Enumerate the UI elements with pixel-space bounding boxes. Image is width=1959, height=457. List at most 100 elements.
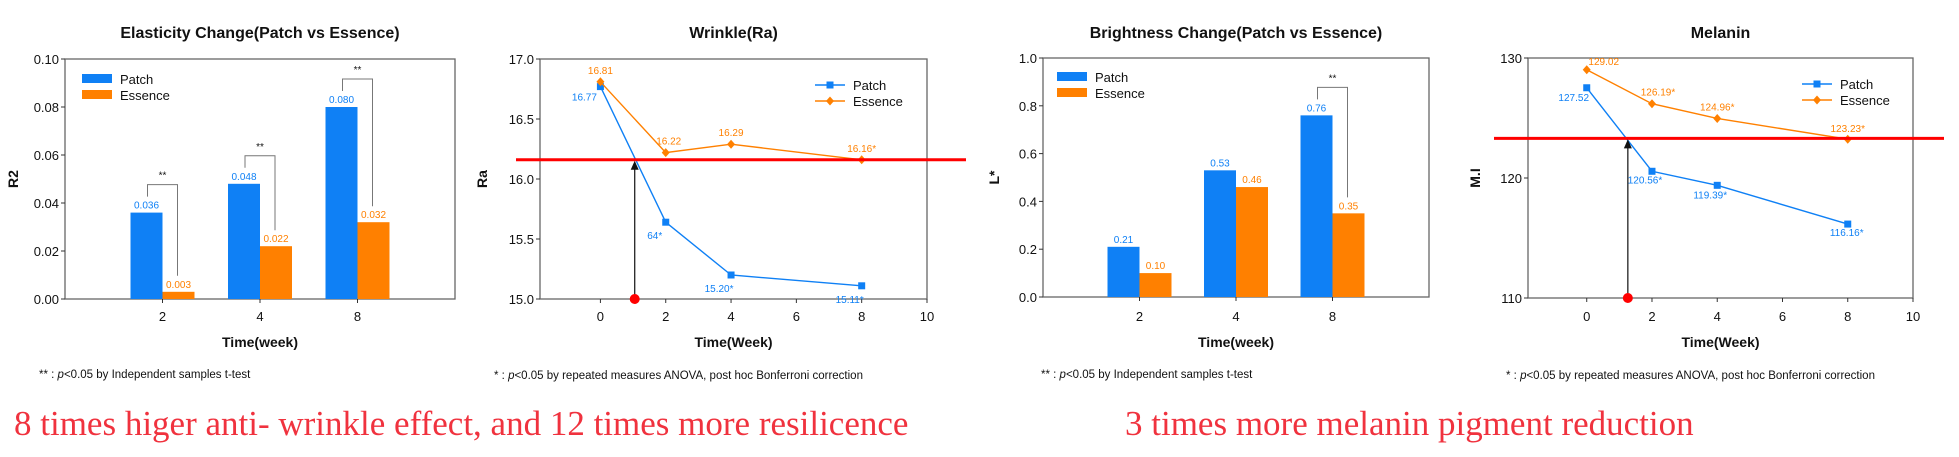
- point-value-label: 129.02: [1588, 57, 1619, 68]
- x-tick-label: 8: [1329, 309, 1336, 324]
- series-line-essence: [1586, 69, 1848, 140]
- footnote-text: <0.05 by Independent samples t-test: [63, 369, 251, 381]
- arrow-head-icon: [1623, 139, 1632, 149]
- y-tick-label: 0.06: [34, 148, 59, 163]
- legend-marker-essence: [826, 96, 834, 106]
- patch-marker: [596, 83, 604, 91]
- point-value-label: 16.29: [719, 128, 744, 139]
- legend-marker-essence: [1813, 95, 1821, 105]
- y-tick-label: 0.0: [1019, 290, 1037, 305]
- series-line-patch: [599, 86, 862, 287]
- significance-marker: **: [1329, 73, 1337, 84]
- bar-value-label: 0.46: [1242, 175, 1262, 186]
- legend-label: Essence: [120, 88, 170, 103]
- x-tick-label: 4: [256, 309, 263, 324]
- x-axis-label: Time(Week): [1681, 334, 1759, 350]
- significance-marker: **: [256, 142, 264, 153]
- footnote-wrinkle: * : p<0.05 by repeated measures ANOVA, p…: [494, 370, 863, 382]
- point-value-label: 64*: [647, 231, 662, 242]
- footnote-text: <0.05 by repeated measures ANOVA, post h…: [514, 370, 863, 382]
- x-tick-label: 2: [662, 309, 669, 324]
- patch-marker: [1713, 181, 1721, 189]
- point-value-label: 16.16*: [847, 144, 876, 155]
- bar-value-label: 0.35: [1339, 201, 1359, 212]
- bar-value-label: 0.032: [361, 210, 386, 221]
- x-tick-label: 6: [793, 309, 800, 324]
- essence-marker: [1647, 99, 1656, 109]
- point-value-label: 124.96*: [1700, 102, 1735, 113]
- x-tick-label: 6: [1779, 309, 1786, 324]
- chart-title: Brightness Change(Patch vs Essence): [1090, 25, 1383, 42]
- y-axis-label: L*: [986, 170, 1002, 185]
- y-tick-label: 130: [1500, 51, 1522, 66]
- x-axis-label: Time(Week): [694, 334, 772, 350]
- legend-swatch-essence: [82, 90, 112, 99]
- legend-label: Essence: [1840, 93, 1890, 108]
- y-tick-label: 120: [1500, 171, 1522, 186]
- bar-patch: [228, 183, 260, 299]
- footnote-brightness: ** : p<0.05 by Independent samples t-tes…: [1041, 369, 1252, 381]
- point-value-label: 15.11*: [836, 295, 864, 306]
- point-value-label: 16.77: [572, 93, 597, 104]
- arrow-head-icon: [630, 160, 639, 170]
- bar-patch: [325, 107, 358, 299]
- x-tick-label: 2: [1648, 309, 1655, 324]
- patch-marker: [1583, 84, 1591, 92]
- chart-melanin: Melanin Time(Week) M.I 110 120 130 0 2 4 6 8 10 127.…: [1467, 25, 1944, 350]
- point-value-label: 15.20*: [705, 284, 734, 295]
- bar-value-label: 0.53: [1210, 158, 1230, 169]
- y-tick-label: 0.10: [34, 52, 59, 67]
- x-tick-label: 0: [1583, 309, 1590, 324]
- chart-brightness: Brightness Change(Patch vs Essence) Time(…: [986, 25, 1430, 350]
- significance-marker: **: [159, 171, 167, 182]
- essence-marker: [727, 139, 736, 149]
- footnote-text: <0.05 by Independent samples t-test: [1065, 369, 1253, 381]
- y-tick-label: 1.0: [1019, 51, 1037, 66]
- y-tick-label: 0.04: [34, 196, 59, 211]
- y-tick-label: 15.5: [509, 232, 534, 247]
- significance-bracket: [1317, 86, 1348, 198]
- legend-swatch-patch: [82, 74, 112, 83]
- y-axis-label: M.I: [1467, 168, 1483, 187]
- y-tick-label: 16.0: [509, 172, 534, 187]
- y-tick-label: 0.00: [34, 292, 59, 307]
- footnote-text: <0.05 by repeated measures ANOVA, post h…: [1526, 370, 1875, 382]
- essence-marker: [1582, 65, 1591, 75]
- bar-essence: [357, 222, 390, 299]
- legend-marker-patch: [826, 81, 834, 89]
- x-tick-label: 8: [354, 309, 361, 324]
- x-axis-label: Time(week): [222, 334, 298, 350]
- bar-value-label: 0.76: [1307, 103, 1327, 114]
- legend-label: Essence: [1095, 86, 1145, 101]
- patch-marker: [1844, 220, 1852, 228]
- chart-title: Wrinkle(Ra): [689, 25, 778, 42]
- significance-marker: **: [354, 65, 362, 76]
- x-axis-label: Time(week): [1198, 334, 1274, 350]
- footnote-prefix: ** :: [1041, 369, 1060, 381]
- point-value-label: 119.39*: [1693, 190, 1727, 201]
- legend-label: Patch: [1095, 70, 1128, 85]
- series-line-patch: [1586, 87, 1848, 225]
- chart-title: Melanin: [1691, 25, 1751, 42]
- caption-wrinkle-resilience: 8 times higer anti- wrinkle effect, and …: [14, 404, 909, 443]
- bar-patch: [1107, 246, 1140, 297]
- footnote-p: p: [57, 369, 64, 381]
- legend-label: Essence: [853, 94, 903, 109]
- chart-elasticity: Elasticity Change(Patch vs Essence) Time(…: [5, 25, 456, 350]
- y-tick-label: 15.0: [509, 292, 534, 307]
- x-tick-label: 4: [1714, 309, 1721, 324]
- y-tick-label: 0.2: [1019, 242, 1037, 257]
- legend-label: Patch: [853, 78, 886, 93]
- point-value-label: 127.52: [1558, 93, 1589, 104]
- bar-value-label: 0.10: [1146, 261, 1166, 272]
- footnote-prefix: ** :: [39, 369, 58, 381]
- significance-bracket: [147, 184, 178, 276]
- x-tick-label: 10: [1906, 309, 1920, 324]
- footnote-p: p: [1059, 369, 1066, 381]
- legend-label: Patch: [120, 72, 153, 87]
- footnote-prefix: * :: [494, 370, 509, 382]
- patch-marker: [662, 218, 670, 226]
- y-tick-label: 0.8: [1019, 99, 1037, 114]
- y-tick-label: 16.5: [509, 112, 534, 127]
- intersect-dot: [629, 294, 640, 304]
